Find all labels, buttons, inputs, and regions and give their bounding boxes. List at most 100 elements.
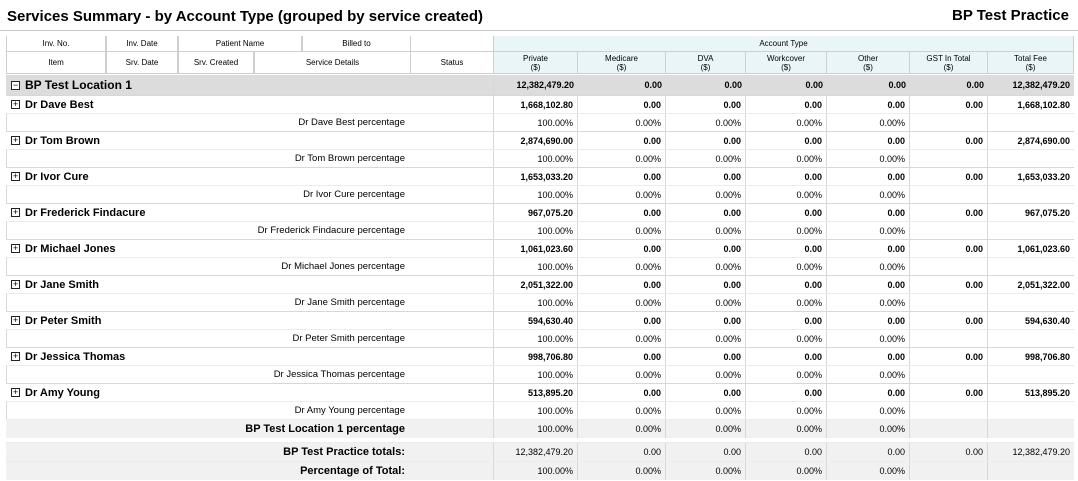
status-cell: [411, 132, 494, 149]
doctor-percentage-value: 0.00%: [578, 330, 666, 347]
doctor-percentage-value: [910, 258, 988, 275]
doctor-percentage-value: [988, 366, 1074, 383]
doctor-percentage-value: 0.00%: [666, 294, 746, 311]
column-header-total-fee: Total Fee ($): [988, 52, 1074, 74]
header-row-1: Inv. No. Inv. Date Patient Name Billed to Ac…: [6, 36, 1074, 52]
doctor-percentage-value: 0.00%: [578, 294, 666, 311]
plus-box-icon[interactable]: +: [11, 135, 20, 145]
doctor-percentage-label: Dr Frederick Findacure percentage: [6, 222, 411, 239]
doctor-name: Dr Frederick Findacure: [25, 206, 146, 219]
doctor-value: 0.00: [578, 240, 666, 257]
column-header-label: Total Fee: [1014, 53, 1047, 63]
doctor-value: 1,653,033.20: [1017, 171, 1070, 182]
doctor-percentage-value: 0.00%: [578, 150, 666, 167]
doctor-percentage-row: Dr Frederick Findacure percentage 100.00%…: [6, 221, 1074, 239]
plus-box-icon[interactable]: +: [11, 207, 20, 217]
doctor-percentage-value: [910, 186, 988, 203]
plus-box-icon[interactable]: +: [11, 171, 20, 181]
doctor-row: + Dr Amy Young 513,895.20 0.00 0.00 0.00 0.00 0…: [6, 383, 1074, 401]
doctor-percentage-row: Dr Jessica Thomas percentage 100.00% 0.00%…: [6, 365, 1074, 383]
status-cell: [411, 348, 494, 365]
doctor-value: 0.00: [910, 96, 988, 113]
totals-value: 0.00: [746, 443, 827, 461]
doctor-value: 513,895.20: [494, 384, 578, 401]
report-title-bar: Services Summary - by Account Type (grou…: [0, 0, 1078, 31]
status-cell: [411, 150, 494, 167]
doctor-value: 0.00: [578, 384, 666, 401]
doctor-name: Dr Dave Best: [25, 98, 94, 111]
doctor-value: 0.00: [746, 276, 827, 293]
doctor-value: 0.00: [910, 384, 988, 401]
doctor-value: 0.00: [910, 168, 988, 185]
doctor-name-cell: + Dr Michael Jones: [6, 240, 411, 257]
location-name: BP Test Location 1: [25, 78, 132, 92]
column-header-label: Other: [857, 53, 878, 63]
doctor-value: 0.00: [746, 204, 827, 221]
doctor-percentage-value: 0.00%: [827, 150, 910, 167]
doctor-percentage-value: 0.00%: [666, 330, 746, 347]
practice-name: BP Test Practice: [951, 7, 1069, 24]
plus-box-icon[interactable]: +: [11, 387, 20, 397]
totals-value: 0.00: [578, 443, 666, 461]
doctor-percentage-value: [910, 222, 988, 239]
totals-value: 0.00: [827, 443, 910, 461]
doctor-value: 0.00: [746, 168, 827, 185]
totals-label: BP Test Practice totals:: [283, 446, 405, 458]
doctor-value: 0.00: [827, 312, 910, 329]
location-name-cell: − BP Test Location 1: [6, 75, 411, 95]
doctor-value: 2,874,690.00: [494, 132, 578, 149]
doctor-value: 2,051,322.00: [494, 276, 578, 293]
plus-box-icon[interactable]: +: [11, 243, 20, 253]
location-percentage-value: [910, 420, 988, 438]
location-percentage-value: 0.00%: [666, 420, 746, 438]
doctor-value: 0.00: [910, 204, 988, 221]
report-grid: Inv. No. Inv. Date Patient Name Billed to Ac…: [6, 36, 1074, 480]
plus-box-icon[interactable]: +: [11, 279, 20, 289]
doctor-value: 0.00: [666, 276, 746, 293]
doctor-percentage-value: 0.00%: [578, 402, 666, 419]
doctor-value: 0.00: [827, 132, 910, 149]
doctor-percentage-value: 0.00%: [666, 258, 746, 275]
minus-box-icon[interactable]: −: [11, 79, 20, 90]
column-header-unit: ($): [616, 62, 627, 72]
doctor-name-cell: + Dr Tom Brown: [6, 132, 411, 149]
doctor-percentage-row: Dr Peter Smith percentage 100.00% 0.00% 0.0…: [6, 329, 1074, 347]
doctor-value: 1,653,033.20: [494, 168, 578, 185]
location-value: 0.00: [888, 80, 906, 90]
location-percentage-value: 0.00%: [827, 420, 910, 438]
doctor-percentage-value: [910, 150, 988, 167]
status-cell: [411, 114, 494, 131]
doctor-percentage-value: [910, 114, 988, 131]
location-value: 0.00: [724, 80, 742, 90]
status-cell: [411, 168, 494, 185]
status-cell: [411, 420, 494, 438]
doctor-percentage-value: 0.00%: [666, 222, 746, 239]
doctor-value: 0.00: [827, 204, 910, 221]
doctor-value: 0.00: [746, 240, 827, 257]
doctor-name: Dr Peter Smith: [25, 314, 102, 327]
percentage-of-total-value: [988, 462, 1074, 480]
doctor-row: + Dr Frederick Findacure 967,075.20 0.00 0.0…: [6, 203, 1074, 221]
plus-box-icon[interactable]: +: [11, 315, 20, 325]
doctor-value: 0.00: [746, 96, 827, 113]
doctor-value: 0.00: [827, 240, 910, 257]
location-percentage-value: 0.00%: [746, 420, 827, 438]
status-cell: [411, 443, 494, 461]
location-value: 12,382,479.20: [1012, 80, 1070, 90]
column-header-unit: ($): [943, 62, 954, 72]
doctor-row: + Dr Ivor Cure 1,653,033.20 0.00 0.00 0.00 0.0…: [6, 167, 1074, 185]
doctor-percentage-label: Dr Amy Young percentage: [6, 402, 411, 419]
doctor-percentage-value: 0.00%: [746, 114, 827, 131]
status-header-spacer: [411, 36, 494, 52]
doctor-percentage-value: 100.00%: [494, 150, 578, 167]
doctor-percentage-value: 0.00%: [746, 330, 827, 347]
doctor-value: 0.00: [578, 204, 666, 221]
doctor-percentage-value: [988, 402, 1074, 419]
doctor-percentage-label: Dr Dave Best percentage: [6, 114, 411, 131]
plus-box-icon[interactable]: +: [11, 99, 20, 109]
doctor-value: 0.00: [746, 348, 827, 365]
doctor-percentage-value: [910, 402, 988, 419]
header-row-2: Item Srv. Date Srv. Created Service Details…: [6, 52, 1074, 74]
doctor-value: 2,874,690.00: [1017, 135, 1070, 146]
plus-box-icon[interactable]: +: [11, 351, 20, 361]
